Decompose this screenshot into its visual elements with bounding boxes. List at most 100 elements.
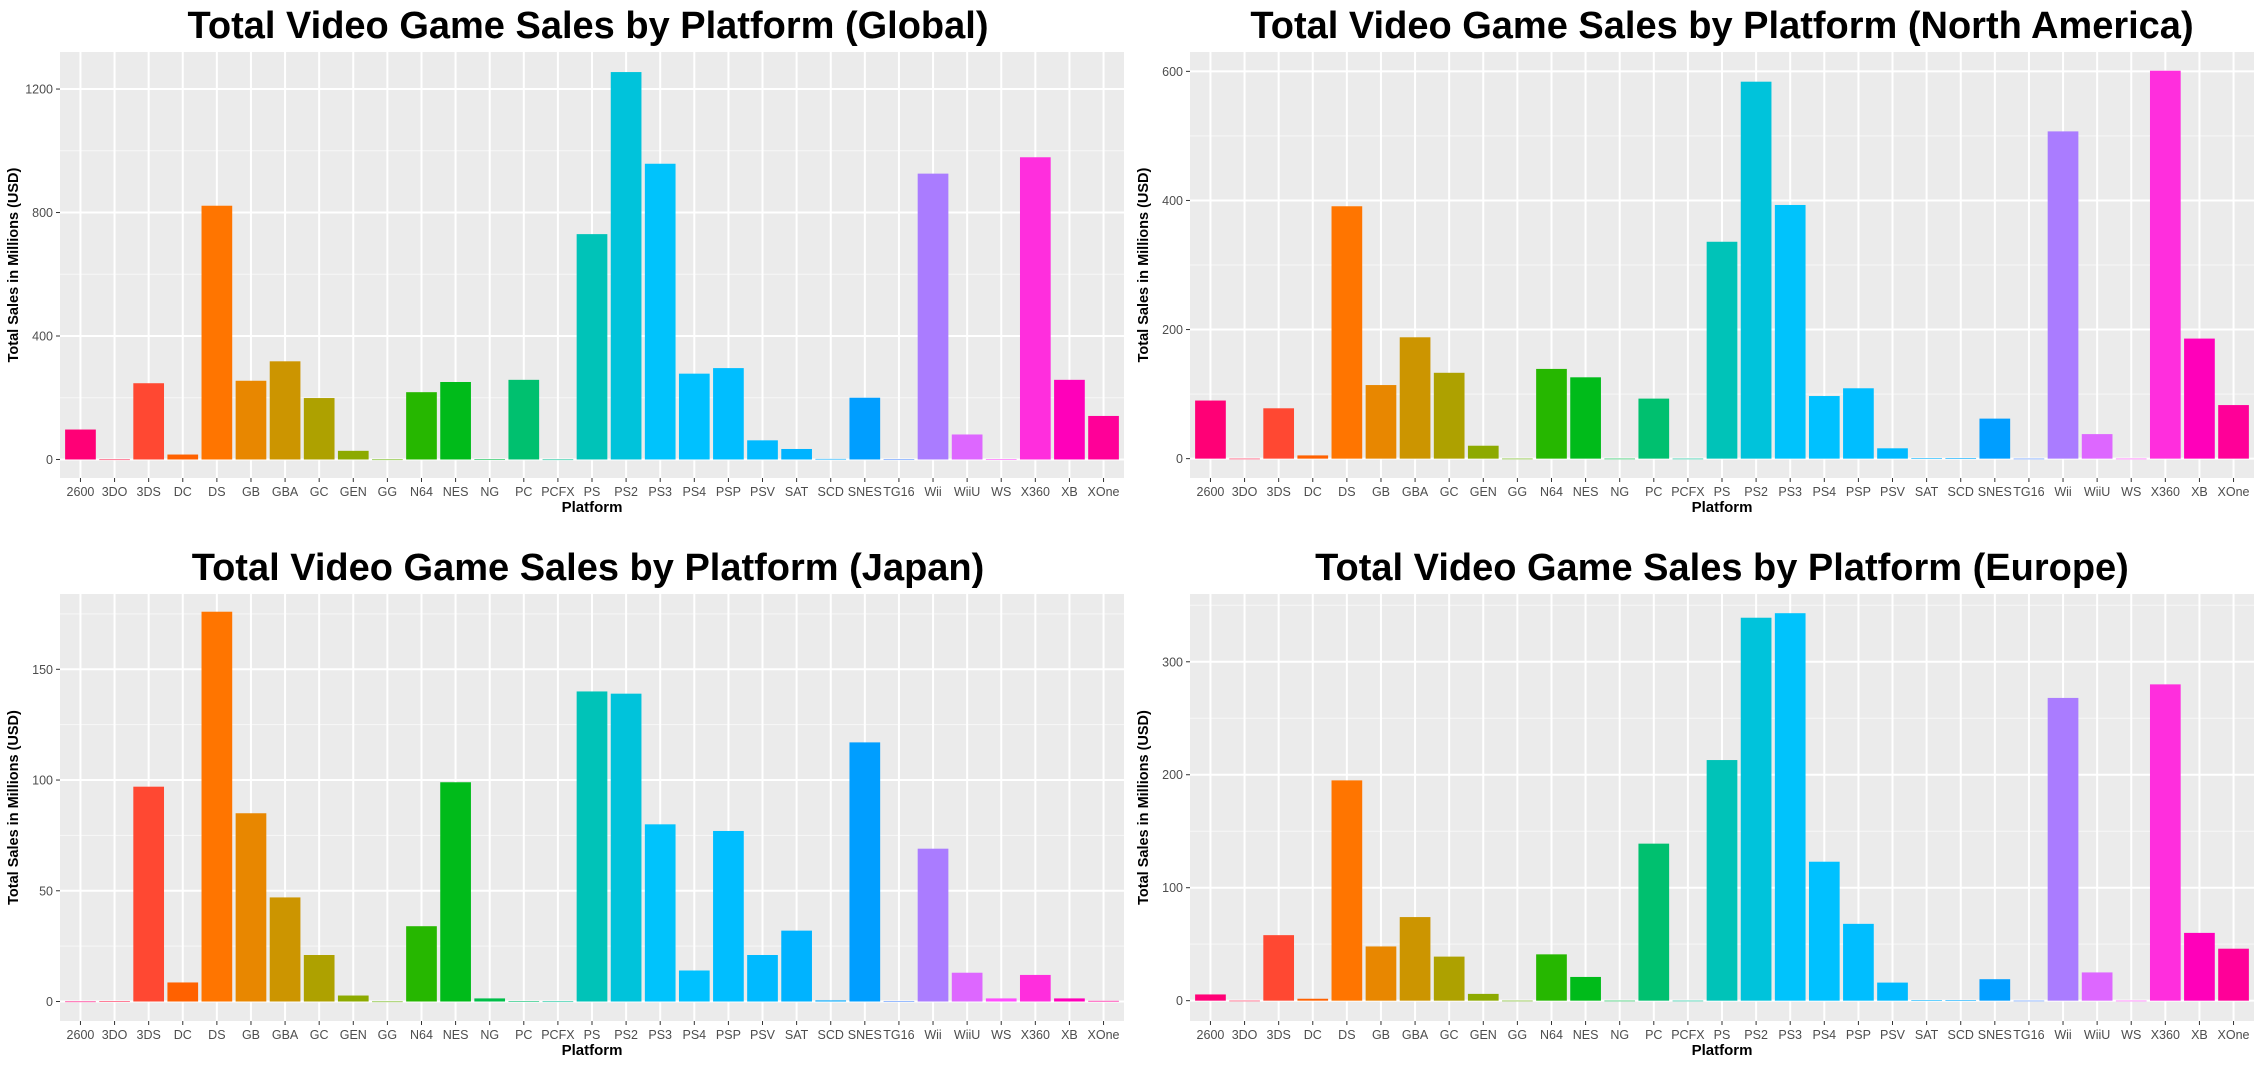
bar-X360 [2149,70,2181,459]
bar-N64 [406,392,437,460]
bar-GBA [269,361,301,460]
x-tick-label: XB [2191,1028,2208,1042]
x-tick-label: DC [1304,485,1322,499]
x-tick-label: 2600 [1197,1028,1225,1042]
x-tick-label: SNES [1978,1028,2012,1042]
bar-PC [1638,398,1670,459]
bar-X360 [1019,157,1051,460]
bar-GG [372,1001,403,1003]
y-tick-label: 150 [32,663,53,677]
x-tick-label: SNES [1978,485,2012,499]
bar-PSV [1877,448,1908,459]
x-tick-label: N64 [410,1028,433,1042]
x-tick-label: X360 [2151,1028,2180,1042]
x-tick-label: PS4 [682,1028,706,1042]
bar-SCD [815,1000,847,1002]
bar-N64 [1536,954,1567,1001]
x-tick-label: DS [208,1028,225,1042]
x-tick-label: GB [242,1028,260,1042]
x-tick-label: TG16 [2013,1028,2044,1042]
chart-title: Total Video Game Sales by Platform (Euro… [1315,547,2129,589]
bar-TG16 [2013,458,2045,460]
x-tick-label: PSP [1846,485,1871,499]
x-tick-label: PSP [716,1028,741,1042]
x-tick-label: WiiU [2084,485,2110,499]
bar-PS2 [610,72,642,460]
bar-PC [1638,843,1670,1001]
bar-DS [1331,206,1363,459]
x-tick-label: GEN [1470,485,1497,499]
y-tick-label: 1200 [25,83,53,97]
x-tick-label: WS [991,1028,1011,1042]
bar-GBA [1399,337,1431,459]
bar-SCD [815,458,847,460]
x-tick-label: GEN [340,485,367,499]
x-tick-label: PCFX [541,485,575,499]
bar-XOne [1088,1000,1119,1002]
chart-title: Total Video Game Sales by Platform (Glob… [187,5,988,47]
bar-SAT [781,930,812,1002]
x-tick-label: N64 [410,485,433,499]
bar-XOne [2218,405,2249,459]
bar-XB [1054,379,1085,460]
bar-PS2 [610,693,642,1002]
bar-SAT [1911,458,1942,459]
bar-PS [576,234,608,460]
x-tick-label: NES [1573,1028,1599,1042]
bar-WiiU [951,434,983,460]
x-tick-label: GBA [1402,1028,1429,1042]
x-axis-title: Platform [1692,499,1753,516]
bar-X360 [1019,974,1051,1002]
y-tick-label: 0 [1176,452,1183,466]
bar-PS3 [1774,613,1806,1001]
y-tick-label: 200 [1162,768,1183,782]
y-tick-label: 50 [39,884,53,898]
bar-PSP [713,830,744,1002]
bar-PS3 [1774,204,1806,459]
y-tick-label: 400 [1162,194,1183,208]
bar-WS [985,459,1017,460]
bar-GG [1502,458,1533,460]
x-tick-label: NES [1573,485,1599,499]
x-tick-label: DS [208,485,225,499]
x-tick-label: PS2 [614,1028,638,1042]
y-tick-label: 100 [32,774,53,788]
bar-TG16 [2013,1000,2045,1002]
bar-PCFX [1672,1000,1704,1002]
x-tick-label: TG16 [883,1028,914,1042]
x-tick-label: PS2 [1744,1028,1768,1042]
bar-GG [1502,1000,1533,1002]
x-tick-label: 2600 [67,485,95,499]
bar-PS4 [678,373,710,460]
bar-PS2 [1740,617,1772,1001]
bar-2600 [65,429,96,460]
x-tick-label: PCFX [1671,1028,1705,1042]
bar-SNES [1979,979,2011,1001]
bar-PCFX [542,1001,574,1003]
bar-X360 [2149,684,2181,1001]
bar-WS [985,998,1017,1002]
x-tick-label: GC [1440,1028,1459,1042]
y-tick-label: 400 [32,330,53,344]
bar-WS [2115,1000,2147,1002]
bar-NG [1604,458,1636,460]
chart-title: Total Video Game Sales by Platform (Nort… [1250,5,2193,47]
x-tick-label: GEN [340,1028,367,1042]
x-tick-label: Wii [924,485,941,499]
bar-XB [2184,338,2215,459]
bar-XOne [2218,948,2249,1001]
y-axis-title: Total Sales in Millions (USD) [6,167,22,362]
x-tick-label: PS [584,485,601,499]
bar-N64 [406,926,437,1002]
bar-DC [167,454,199,460]
x-tick-label: PS [1714,485,1731,499]
bar-WS [2115,458,2147,460]
x-tick-label: PCFX [541,1028,575,1042]
x-tick-label: PS3 [1778,485,1802,499]
x-tick-label: WS [2121,1028,2141,1042]
x-tick-label: NG [1610,1028,1629,1042]
x-tick-label: PSP [716,485,741,499]
x-tick-label: PS2 [1744,485,1768,499]
y-axis-title: Total Sales in Millions (USD) [1136,710,1152,905]
x-tick-label: Wii [2054,1028,2071,1042]
